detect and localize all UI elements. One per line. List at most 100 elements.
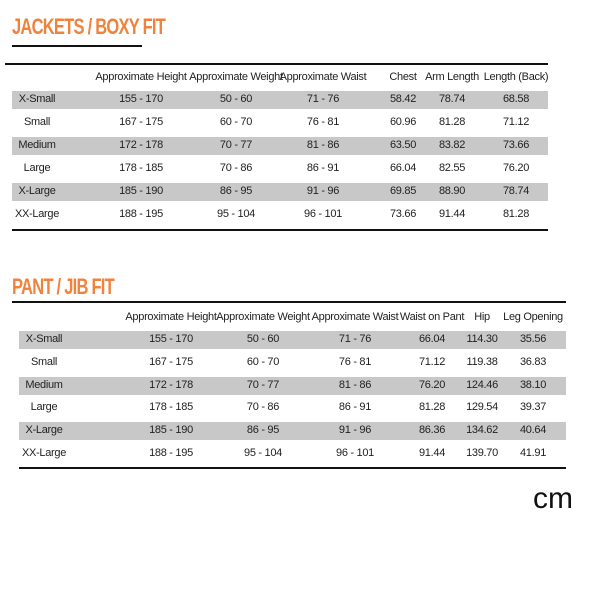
table-cell: 91.44	[438, 208, 466, 220]
table-cell: 172 - 178	[149, 378, 193, 391]
table-cell: 70 - 86	[246, 401, 280, 414]
column-header: Arm Length	[425, 71, 479, 83]
table-cell: 66.04	[389, 162, 417, 174]
table-cell: 91 - 96	[338, 424, 372, 437]
table-cell: 63.50	[389, 139, 417, 151]
table-cell: 81 - 86	[338, 378, 372, 391]
table-cell: 58.42	[389, 93, 417, 105]
table-cell: 124.46	[466, 378, 498, 391]
column-header: Approximate Height	[95, 71, 187, 83]
table-cell: 91.44	[418, 447, 446, 459]
table-cell: 76 - 81	[338, 355, 372, 368]
table-cell: 76.20	[418, 378, 446, 391]
row-label: X-Large	[18, 185, 56, 197]
table-cell: 82.55	[438, 162, 466, 174]
table-cell: 81.28	[502, 208, 530, 220]
table-cell: 83.82	[438, 139, 466, 151]
column-header: Approximate Waist	[279, 71, 367, 83]
table-cell: 50 - 60	[219, 93, 253, 105]
table-cell: 95 - 104	[217, 208, 255, 220]
table-cell: 78.74	[502, 185, 530, 197]
table-cell: 36.83	[519, 355, 547, 368]
table-cell: 96 - 101	[304, 208, 342, 220]
table-cell: 66.04	[418, 333, 446, 345]
table-bottom-rule	[19, 467, 566, 469]
table-cell: 96 - 101	[336, 447, 374, 459]
table-cell: 155 - 170	[119, 93, 163, 105]
table-cell: 188 - 195	[149, 447, 193, 459]
table-cell: 71 - 76	[306, 93, 340, 105]
table-cell: 41.91	[519, 447, 547, 459]
table-cell: 185 - 190	[119, 185, 163, 197]
column-header: Waist on Pant	[399, 311, 465, 323]
title-underline	[12, 45, 142, 47]
table-cell: 86.36	[418, 424, 446, 437]
row-label: Large	[30, 401, 58, 414]
row-label: X-Small	[18, 93, 56, 105]
row-shade	[12, 91, 548, 109]
table-cell: 188 - 195	[119, 208, 163, 220]
row-label: Large	[23, 162, 51, 174]
table-top-rule	[5, 63, 548, 65]
table-cell: 139.70	[466, 447, 498, 459]
column-header: Approximate Weight	[189, 71, 283, 83]
table-cell: 39.37	[519, 401, 547, 414]
table-cell: 73.66	[389, 208, 417, 220]
table-cell: 178 - 185	[119, 162, 163, 174]
table-cell: 69.85	[389, 185, 417, 197]
table-cell: 119.38	[466, 355, 498, 368]
row-label: X-Large	[25, 424, 63, 437]
table-cell: 70 - 86	[219, 162, 253, 174]
section-title: JACKETS / BOXY FIT	[12, 14, 166, 39]
unit-label: cm	[533, 482, 573, 515]
table-cell: 38.10	[519, 378, 547, 391]
table-cell: 60.96	[389, 116, 417, 128]
table-cell: 86 - 95	[219, 185, 253, 197]
table-cell: 95 - 104	[244, 447, 282, 459]
table-cell: 178 - 185	[149, 401, 193, 414]
row-shade	[12, 137, 548, 155]
row-shade	[19, 376, 566, 395]
table-cell: 114.30	[466, 333, 498, 345]
table-cell: 172 - 178	[119, 139, 163, 151]
row-shade	[12, 183, 548, 201]
table-cell: 76 - 81	[306, 116, 340, 128]
table-cell: 86 - 95	[246, 424, 280, 437]
table-cell: 78.74	[438, 93, 466, 105]
table-cell: 167 - 175	[149, 355, 193, 368]
table-bottom-rule	[12, 229, 548, 231]
table-cell: 91 - 96	[306, 185, 340, 197]
column-header: Length (Back)	[483, 71, 549, 83]
table-cell: 35.56	[519, 333, 547, 345]
column-header: Hip	[474, 311, 490, 323]
table-cell: 60 - 70	[246, 355, 280, 368]
table-cell: 81.28	[418, 401, 446, 414]
row-label: X-Small	[25, 333, 63, 345]
table-cell: 81 - 86	[306, 139, 340, 151]
row-shade	[19, 331, 566, 349]
section-title: PANT / JIB FIT	[12, 274, 115, 299]
row-label: Medium	[25, 378, 63, 391]
row-shade	[19, 422, 566, 441]
table-cell: 73.66	[502, 139, 530, 151]
table-cell: 68.58	[502, 93, 530, 105]
table-cell: 71.12	[418, 355, 446, 368]
table-cell: 50 - 60	[246, 333, 280, 345]
row-label: Small	[23, 116, 51, 128]
table-cell: 40.64	[519, 424, 547, 437]
table-cell: 70 - 77	[246, 378, 280, 391]
column-header: Approximate Height	[125, 311, 217, 323]
table-cell: 86 - 91	[338, 401, 372, 414]
row-label: XX-Large	[14, 208, 60, 220]
table-cell: 76.20	[502, 162, 530, 174]
table-cell: 185 - 190	[149, 424, 193, 437]
column-header: Chest	[389, 71, 417, 83]
row-label: Small	[30, 355, 58, 368]
table-cell: 60 - 70	[219, 116, 253, 128]
table-cell: 129.54	[466, 401, 498, 414]
table-cell: 167 - 175	[119, 116, 163, 128]
table-top-rule	[12, 301, 566, 303]
table-cell: 71.12	[502, 116, 530, 128]
table-cell: 70 - 77	[219, 139, 253, 151]
